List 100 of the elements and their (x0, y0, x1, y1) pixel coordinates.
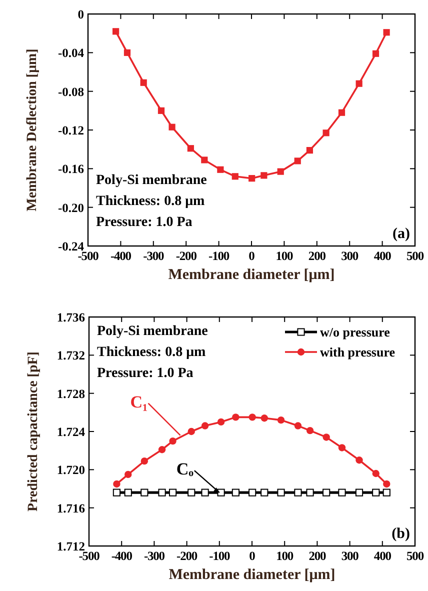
point (113, 480, 120, 488)
point (356, 456, 363, 464)
x-tick-label: 300 (341, 249, 358, 263)
point (168, 124, 176, 130)
x-axis-title: Membrane diameter [μm] (168, 567, 336, 583)
x-tick-label: 0 (249, 549, 256, 563)
point (322, 434, 330, 441)
point (382, 488, 390, 496)
y-tick-label: 1.724 (56, 425, 86, 439)
point (355, 488, 364, 496)
point (201, 488, 209, 496)
point (338, 109, 346, 116)
annotation: (b) (392, 526, 410, 542)
y-tick-label: 1.732 (56, 348, 85, 363)
x-tick-label: 100 (276, 549, 294, 563)
annotation: (a) (392, 226, 410, 242)
x-tick-label: -300 (144, 549, 165, 563)
legend-label: with pressure (320, 344, 396, 360)
point (306, 426, 314, 434)
x-tick-label: -500 (78, 249, 99, 263)
y-tick-label: -0.16 (58, 162, 84, 176)
point (277, 416, 285, 424)
point (356, 80, 362, 87)
point (217, 166, 224, 173)
y-axis-title: Membrane Deflection [μm] (25, 48, 40, 212)
annotation: Thickness: 0.8 μm (97, 345, 206, 360)
x-tick-label: 200 (308, 249, 326, 263)
point (294, 422, 302, 430)
legend-label: w/o pressure (320, 324, 390, 340)
x-tick-label: 400 (374, 549, 392, 563)
point (158, 488, 166, 496)
point (188, 488, 196, 496)
y-tick-label: 1.736 (56, 310, 85, 324)
point (124, 470, 132, 478)
point (383, 29, 390, 36)
x-tick-label: -300 (143, 249, 164, 263)
y-tick-label: 1.716 (56, 501, 85, 516)
point (248, 414, 256, 421)
point (201, 156, 208, 164)
point (124, 488, 132, 496)
point (277, 488, 285, 496)
point (217, 488, 225, 496)
point (140, 488, 148, 496)
point (201, 422, 209, 430)
point (294, 488, 302, 496)
annotation: Pressure: 1.0 Pa (96, 215, 192, 230)
point (248, 175, 256, 182)
point (306, 147, 314, 154)
point (168, 488, 177, 496)
x-tick-label: 300 (341, 549, 359, 563)
point (338, 444, 346, 452)
point (232, 414, 240, 421)
point (232, 488, 240, 496)
x-tick-label: -100 (209, 549, 230, 563)
point (140, 457, 148, 465)
x-axis-title: Membrane diameter [μm] (168, 267, 335, 283)
annotation: Thickness: 0.8 μm (96, 194, 206, 209)
point (372, 488, 380, 496)
annotation: Pressure: 1.0 Pa (97, 366, 194, 381)
x-tick-label: -200 (176, 249, 197, 263)
x-tick-label: 100 (276, 249, 294, 263)
x-tick-label: -200 (176, 549, 198, 563)
point (322, 130, 330, 136)
point (158, 107, 165, 114)
point (306, 488, 314, 496)
point (338, 488, 346, 496)
annotation: Poly-Si membrane (97, 324, 208, 339)
y-tick-label: -0.08 (58, 84, 84, 99)
point (277, 168, 284, 175)
y-tick-label: 1.728 (56, 386, 85, 401)
y-tick-label: 1.720 (56, 463, 85, 478)
annotation: Cₒ (176, 460, 194, 479)
y-tick-label: -0.12 (58, 124, 84, 138)
point (158, 446, 166, 454)
point (112, 28, 120, 35)
point (112, 488, 121, 496)
point (217, 418, 225, 426)
annotation: Poly-Si membrane (96, 173, 207, 188)
x-tick-label: 500 (406, 249, 424, 263)
point (260, 414, 268, 422)
x-tick-label: 200 (308, 549, 326, 563)
annotation: C₁ (130, 392, 148, 412)
point (294, 158, 301, 164)
point (124, 49, 131, 56)
y-tick-label: -0.04 (58, 46, 85, 60)
x-tick-label: 0 (248, 249, 255, 263)
point (140, 79, 147, 86)
point (169, 437, 176, 445)
point (322, 488, 330, 496)
point (372, 50, 380, 57)
point (187, 145, 194, 152)
y-tick-label: -0.20 (58, 200, 84, 215)
point (372, 470, 380, 478)
point (188, 428, 195, 436)
x-tick-label: -400 (111, 549, 132, 563)
y-tick-label: 0 (78, 8, 84, 22)
point (260, 488, 268, 496)
x-tick-label: 500 (406, 549, 424, 563)
point (383, 480, 390, 488)
x-tick-label: -100 (208, 249, 230, 263)
